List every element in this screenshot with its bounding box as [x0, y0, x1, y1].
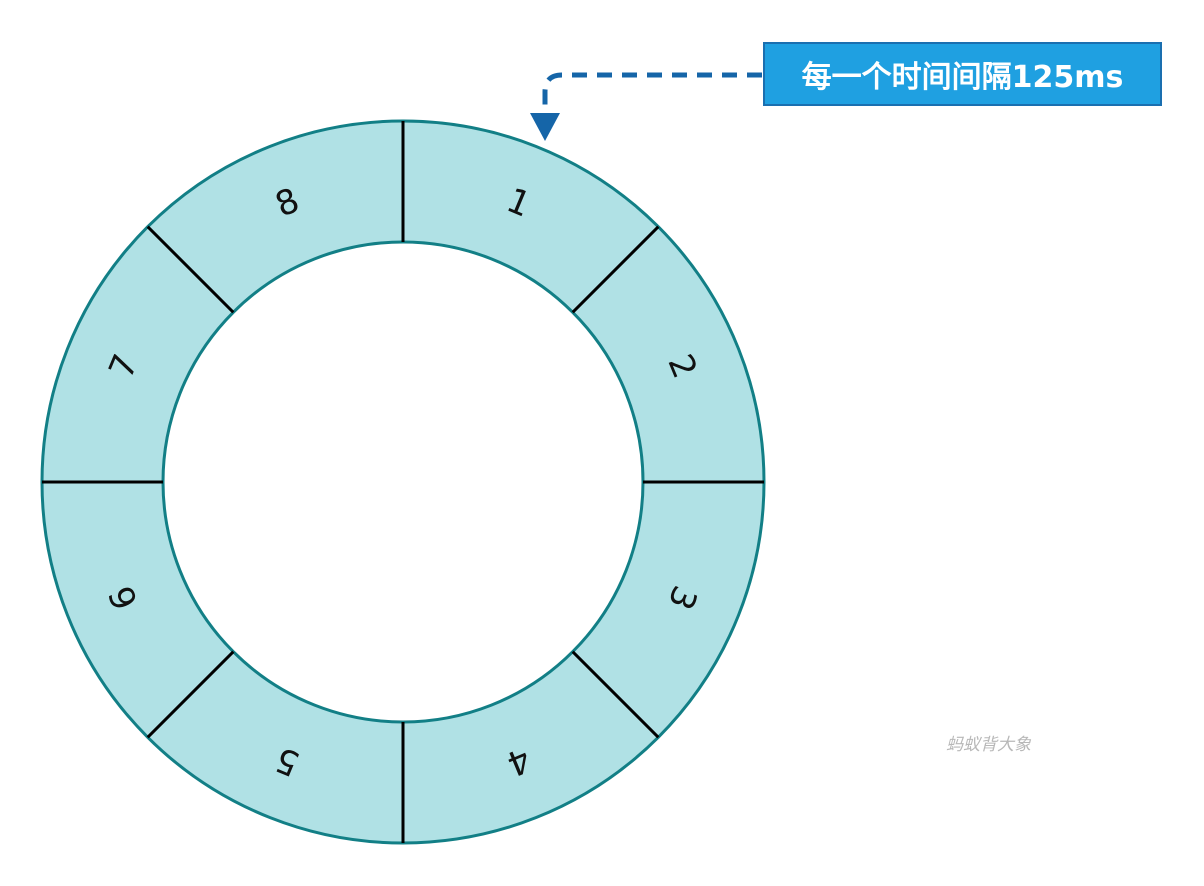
ring-inner-edge [161, 240, 645, 724]
interval-callout-text: 每一个时间间隔125ms [801, 60, 1124, 95]
dashed-arrow-line [542, 72, 762, 110]
slot-divider [571, 650, 660, 739]
watermark: 蚂蚁背大象 [946, 735, 1031, 755]
slot-divider [146, 650, 235, 739]
interval-callout-box: 每一个时间间隔125ms [763, 42, 1162, 106]
arrow-head-icon [530, 113, 560, 141]
slot-divider [146, 225, 235, 314]
slot-divider [571, 225, 660, 314]
callout-arrow [530, 72, 762, 141]
slot-dividers [42, 121, 764, 843]
